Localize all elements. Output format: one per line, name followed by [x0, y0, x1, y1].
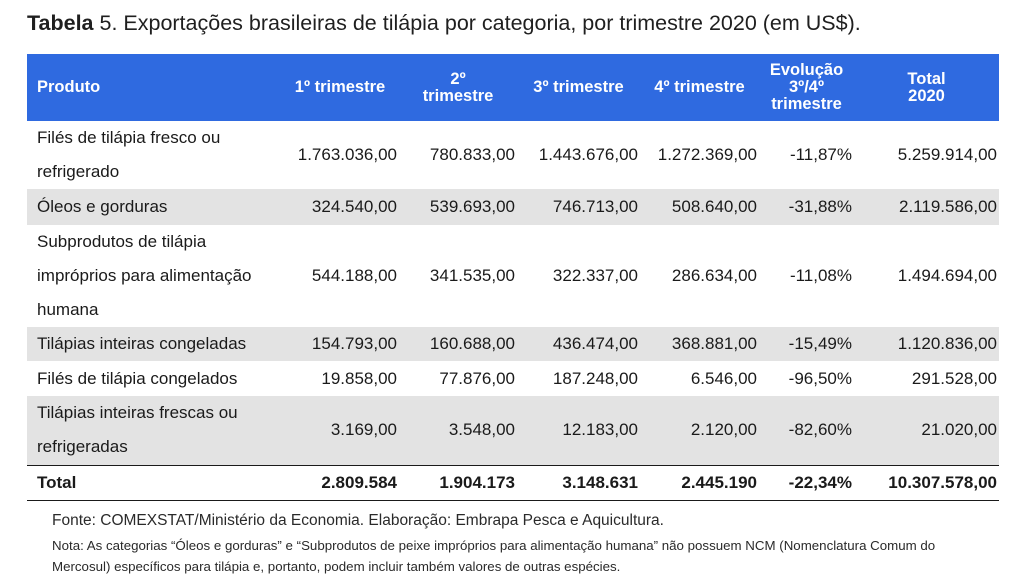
total-row: Total 2.809.584 1.904.173 3.148.631 2.44…	[27, 464, 999, 501]
cell-q2: 780.833,00	[429, 145, 515, 164]
header-total: Total 2020	[854, 54, 999, 121]
cell-q2: 77.876,00	[439, 368, 515, 388]
cell-q3: 3.148.631	[517, 464, 640, 501]
cell-product: Total	[27, 464, 281, 501]
header-product: Produto	[27, 54, 281, 121]
header-row: Produto 1º trimestre 2º trimestre 3º tri…	[27, 54, 999, 121]
cell-q1: 3.169,00	[281, 396, 399, 465]
cell-total: 2.119.586,00	[854, 189, 999, 225]
header-q4: 4º trimestre	[640, 54, 759, 121]
table-row: Filés de tilápia congelados 19.858,00 77…	[27, 361, 999, 396]
cell-evolution: -11,87%	[789, 145, 852, 164]
cell-total: 5.259.914,00	[897, 145, 997, 164]
cell-product: Tilápias inteiras congeladas	[27, 327, 281, 361]
cell-q2: 3.548,00	[399, 396, 517, 465]
table-row: Óleos e gorduras 324.540,00 539.693,00 7…	[27, 189, 999, 225]
footnote: Nota: As categorias “Óleos e gorduras” e…	[52, 538, 936, 574]
caption-text: 5. Exportações brasileiras de tilápia po…	[93, 11, 861, 35]
cell-q1: 1.763.036,00	[297, 145, 397, 164]
cell-q2: 1.904.173	[399, 464, 517, 501]
table-row: Tilápias inteiras frescas ou refrigerada…	[27, 396, 999, 465]
cell-q2: 160.688,00	[399, 327, 517, 361]
cell-q4: 1.272.369,00	[657, 145, 757, 164]
cell-q4: 2.445.190	[640, 464, 759, 501]
table-row: Subprodutos de tilápia impróprios para a…	[27, 225, 999, 327]
table-row: Filés de tilápia fresco ou refrigerado 1…	[27, 121, 999, 189]
cell-total: 291.528,00	[911, 368, 997, 388]
cell-total: 1.120.836,00	[854, 327, 999, 361]
cell-q2: 539.693,00	[399, 189, 517, 225]
cell-q4: 6.546,00	[690, 368, 757, 388]
cell-evolution: -22,34%	[759, 464, 854, 501]
cell-q3: 187.248,00	[552, 368, 638, 388]
table-row: Tilápias inteiras congeladas 154.793,00 …	[27, 327, 999, 361]
cell-product: Filés de tilápia fresco ou refrigerado	[37, 128, 221, 181]
cell-q3: 1.443.676,00	[538, 145, 638, 164]
cell-q4: 286.634,00	[671, 266, 757, 285]
source-note: Fonte: COMEXSTAT/Ministério da Economia.…	[52, 512, 664, 529]
cell-total: 21.020,00	[854, 396, 999, 465]
cell-q1: 544.188,00	[311, 266, 397, 285]
cell-evolution: -15,49%	[759, 327, 854, 361]
header-evolution: Evolução 3º/4º trimestre	[759, 54, 854, 121]
cell-evolution: -82,60%	[759, 396, 854, 465]
cell-q1: 2.809.584	[281, 464, 399, 501]
cell-evolution: -31,88%	[759, 189, 854, 225]
cell-q2: 341.535,00	[429, 266, 515, 285]
cell-product: Tilápias inteiras frescas ou refrigerada…	[27, 396, 281, 465]
cell-q1: 19.858,00	[321, 368, 397, 388]
cell-evolution: -96,50%	[788, 368, 852, 388]
caption-label: Tabela	[27, 11, 94, 35]
header-q3: 3º trimestre	[517, 54, 640, 121]
cell-product: Subprodutos de tilápia impróprios para a…	[37, 232, 252, 319]
cell-q1: 324.540,00	[281, 189, 399, 225]
header-q1: 1º trimestre	[281, 54, 399, 121]
exports-table: Produto 1º trimestre 2º trimestre 3º tri…	[27, 54, 999, 501]
cell-evolution: -11,08%	[789, 266, 852, 285]
cell-product: Filés de tilápia congelados	[37, 368, 238, 388]
cell-total: 1.494.694,00	[897, 266, 997, 285]
cell-total: 10.307.578,00	[854, 464, 999, 501]
table-caption: Tabela 5. Exportações brasileiras de til…	[27, 8, 1007, 38]
cell-q3: 746.713,00	[517, 189, 640, 225]
header-q2: 2º trimestre	[399, 54, 517, 121]
cell-q3: 322.337,00	[552, 266, 638, 285]
cell-q4: 368.881,00	[640, 327, 759, 361]
cell-q4: 508.640,00	[640, 189, 759, 225]
cell-q3: 436.474,00	[517, 327, 640, 361]
cell-product: Óleos e gorduras	[27, 189, 281, 225]
cell-q4: 2.120,00	[640, 396, 759, 465]
cell-q3: 12.183,00	[517, 396, 640, 465]
cell-q1: 154.793,00	[281, 327, 399, 361]
